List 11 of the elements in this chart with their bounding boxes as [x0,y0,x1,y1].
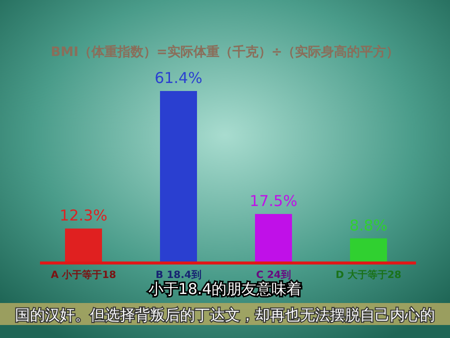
data-label: 12.3% [60,206,108,225]
chart-title: BMI（体重指数）=实际体重（千克）÷（实际身高的平方） [50,44,400,60]
text: 小于18.4的朋友意味着 [148,280,302,298]
x-tick-label: C 24到 [256,269,291,281]
text: 国的汉奸。但选择背叛后的丁达文，却再也无法摆脱自己内心的 [15,306,435,324]
x-tick-label: B 18.4到 [156,269,202,281]
data-label: 17.5% [250,192,298,210]
data-label: 61.4% [154,69,202,87]
x-tick-label: A 小于等于18 [50,269,116,281]
data-label: 8.8% [349,216,388,234]
x-tick-label: D 大于等于28 [336,269,402,281]
